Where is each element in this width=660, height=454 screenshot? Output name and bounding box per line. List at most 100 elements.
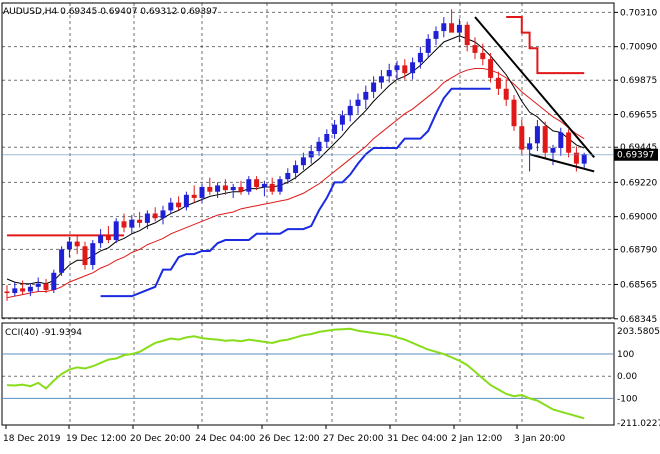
channel-upper-line [506, 16, 585, 75]
candle-body [176, 202, 182, 208]
price-axis-label: 0.68790 [620, 245, 657, 255]
x-axis-label: 2 Jan 12:00 [451, 434, 503, 444]
candle-body [4, 291, 10, 294]
cci-axis-label: -211.0227 [617, 419, 660, 429]
candle-body [238, 187, 244, 192]
trendline [529, 153, 595, 173]
candle-body [207, 187, 213, 192]
x-axis-label: 18 Dec 2019 [3, 434, 61, 444]
candle-body [269, 183, 275, 192]
candle-body [472, 45, 478, 53]
candle-body [98, 235, 104, 244]
candle-body [59, 249, 65, 273]
candle-body [285, 172, 291, 180]
price-axis-label: 0.68565 [620, 280, 657, 290]
cci-axis-label: 100 [617, 350, 634, 360]
x-axis-label: 31 Dec 04:00 [387, 434, 448, 444]
candle-body [425, 38, 431, 53]
candle-body [191, 194, 197, 198]
candle-body [433, 31, 439, 39]
price-axis-label: 0.69220 [620, 178, 657, 188]
trendline [474, 16, 595, 159]
cci-line [6, 327, 585, 420]
candle-body [51, 272, 57, 290]
indicator-label: CCI(40) -91.9394 [5, 328, 82, 338]
candle-body [464, 24, 470, 46]
candle-body [152, 213, 158, 219]
ma-slow-line [6, 67, 585, 299]
candle-body [43, 283, 49, 290]
candle-body [105, 235, 111, 241]
price-axis-label: 0.70090 [620, 43, 657, 53]
candle-body [324, 133, 330, 142]
candle-body [480, 52, 486, 60]
candle-body [66, 241, 72, 250]
candle-body [339, 115, 345, 125]
candle-body [550, 148, 556, 153]
candle-body [332, 124, 338, 134]
candle-body [456, 24, 462, 33]
candle-body [495, 77, 501, 89]
cci-panel-frame [1, 322, 615, 426]
candle-body [542, 126, 548, 153]
candle-body [90, 243, 96, 265]
cci-axis-label: 0.00 [617, 372, 637, 382]
current-price-tag [614, 148, 658, 161]
candle-body [503, 88, 509, 100]
candle-body [261, 183, 267, 188]
candle-body [488, 59, 494, 78]
candle-body [199, 187, 205, 198]
price-axis-label: 0.69655 [620, 110, 657, 120]
x-axis-label: 27 Dec 20:00 [323, 434, 384, 444]
candle-body [222, 185, 228, 191]
candle-body [316, 141, 322, 152]
candle-body [449, 23, 455, 33]
candle-body [293, 165, 299, 173]
candle-body [371, 82, 377, 92]
candle-body [410, 62, 416, 74]
candle-body [160, 210, 166, 219]
candle-body [74, 241, 80, 247]
candle-body [441, 23, 447, 32]
candle-body [12, 288, 18, 294]
candle-body [363, 91, 369, 100]
x-axis-label: 24 Dec 04:00 [195, 434, 256, 444]
x-axis-label: 26 Dec 12:00 [259, 434, 320, 444]
candle-body [300, 157, 306, 166]
candle-body [277, 179, 283, 192]
candle-body [394, 65, 400, 71]
candle-body [230, 187, 236, 191]
price-axis-label: 0.68345 [620, 315, 657, 325]
candle-body [121, 221, 127, 228]
candle-body [347, 105, 353, 116]
price-axis-label: 0.70310 [620, 8, 657, 18]
x-axis-label: 3 Jan 20:00 [514, 434, 566, 444]
candle-body [183, 194, 189, 208]
candle-body [144, 213, 150, 223]
candle-body [215, 185, 221, 192]
price-axis-label: 0.69875 [620, 76, 657, 86]
candle-body [527, 143, 533, 150]
x-axis-label: 19 Dec 12:00 [66, 434, 127, 444]
candle-body [519, 126, 525, 150]
candle-body [534, 126, 540, 144]
channel-lower-line [100, 87, 491, 298]
candle-body [168, 202, 174, 211]
candle-body [378, 76, 384, 83]
candle-body [402, 65, 408, 74]
candle-body [417, 52, 423, 63]
candle-body [27, 286, 33, 292]
cci-axis-label: 203.5805 [617, 327, 660, 337]
candle-body [511, 99, 517, 127]
candle-body [129, 219, 135, 228]
candle-body [386, 70, 392, 77]
candle-body [558, 132, 564, 149]
candle-body [355, 99, 361, 106]
current-price-label: 0.69397 [617, 151, 654, 161]
price-axis-label: 0.69000 [620, 213, 657, 223]
candle-body [581, 154, 587, 164]
candle-body [35, 283, 41, 287]
